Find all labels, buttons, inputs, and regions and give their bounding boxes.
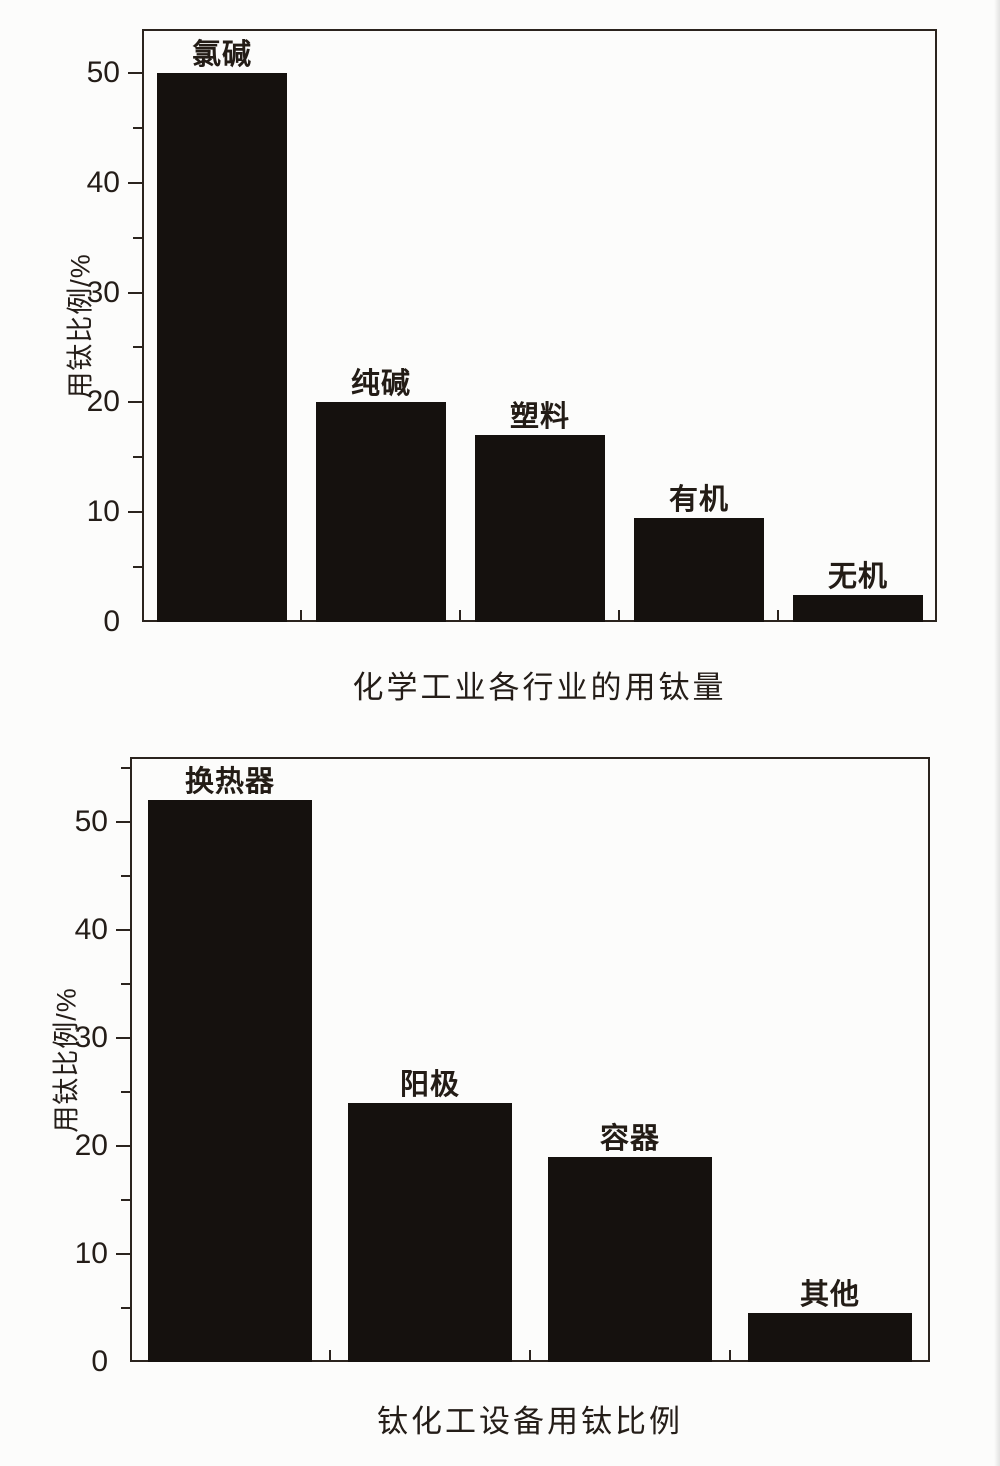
bar-label: 其他 xyxy=(799,1279,860,1311)
y-major-tick xyxy=(128,291,142,294)
y-minor-tick xyxy=(121,1090,130,1093)
bar-换热器 xyxy=(148,800,312,1362)
y-minor-tick xyxy=(121,1198,130,1201)
x-boundary-tick xyxy=(618,610,620,622)
y-major-tick xyxy=(116,1252,130,1255)
y-major-tick xyxy=(128,511,142,514)
bar-label: 纯碱 xyxy=(350,368,411,400)
y-tick-label: 40 xyxy=(86,165,120,199)
x-boundary-tick xyxy=(529,1350,531,1362)
bar-label: 换热器 xyxy=(184,766,275,798)
y-minor-tick xyxy=(121,1306,130,1309)
bar-label: 氯碱 xyxy=(191,39,252,71)
bar-阳极 xyxy=(348,1103,512,1362)
y-tick-label: 40 xyxy=(74,912,108,946)
y-tick-label: 50 xyxy=(86,55,120,89)
x-boundary-tick xyxy=(300,610,302,622)
bar-label: 无机 xyxy=(827,561,888,593)
y-major-tick xyxy=(128,401,142,404)
x-boundary-tick xyxy=(329,1350,331,1362)
y-minor-tick xyxy=(133,566,142,569)
y-major-tick xyxy=(116,820,130,823)
bar-塑料 xyxy=(475,435,605,622)
y-tick-label: 10 xyxy=(74,1236,108,1270)
bar-label: 阳极 xyxy=(399,1069,460,1101)
y-tick-label: 0 xyxy=(103,605,120,638)
bar-氯碱 xyxy=(157,73,287,622)
y-minor-tick xyxy=(133,236,142,239)
y-minor-tick xyxy=(133,456,142,459)
bar-label: 有机 xyxy=(668,484,729,516)
x-boundary-tick xyxy=(729,1350,731,1362)
y-minor-tick xyxy=(133,126,142,129)
x-boundary-tick xyxy=(459,610,461,622)
y-major-tick xyxy=(116,1036,130,1039)
y-tick-label: 0 xyxy=(91,1345,108,1378)
y-tick-label: 30 xyxy=(74,1020,108,1054)
y-major-tick xyxy=(116,1144,130,1147)
bar-label: 塑料 xyxy=(509,401,570,433)
y-tick-label: 20 xyxy=(86,385,120,419)
y-tick-label: 20 xyxy=(74,1128,108,1162)
bar-无机 xyxy=(793,595,923,622)
y-minor-tick xyxy=(121,766,130,769)
bar-有机 xyxy=(634,518,764,622)
chart-title: 钛化工设备用钛比例 xyxy=(377,1404,683,1439)
y-major-tick xyxy=(116,928,130,931)
y-major-tick xyxy=(128,181,142,184)
y-minor-tick xyxy=(121,982,130,985)
y-tick-label: 50 xyxy=(74,804,108,838)
y-minor-tick xyxy=(121,874,130,877)
y-tick-label: 10 xyxy=(86,495,120,529)
bar-label: 容器 xyxy=(599,1123,660,1155)
x-boundary-tick xyxy=(777,610,779,622)
bar-纯碱 xyxy=(316,402,446,622)
y-axis-label: 用钛比例/% xyxy=(51,986,82,1133)
chart-title: 化学工业各行业的用钛量 xyxy=(352,670,727,705)
y-minor-tick xyxy=(133,346,142,349)
bar-容器 xyxy=(548,1157,712,1362)
y-tick-label: 30 xyxy=(86,275,120,309)
y-axis-label: 用钛比例/% xyxy=(65,252,96,399)
bar-其他 xyxy=(748,1313,912,1362)
y-major-tick xyxy=(128,71,142,74)
